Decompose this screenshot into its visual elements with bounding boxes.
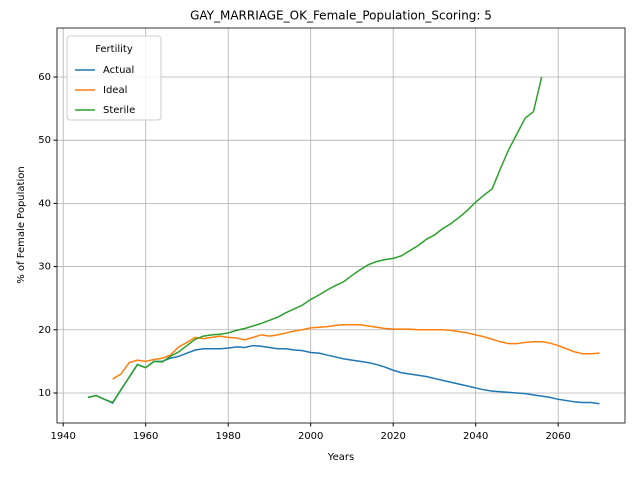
axes-frame xyxy=(56,27,626,424)
x-tick-label: 2000 xyxy=(298,431,323,442)
y-axis-label: % of Female Population xyxy=(16,166,27,283)
chart-title: GAY_MARRIAGE_OK_Female_Population_Scorin… xyxy=(190,9,492,23)
line-series xyxy=(112,323,600,380)
legend-title: Fertility xyxy=(95,44,133,55)
legend-box xyxy=(66,35,162,121)
x-tick-label: 2060 xyxy=(545,431,570,442)
x-tick-label: 1940 xyxy=(50,431,75,442)
legend-label: Ideal xyxy=(103,85,127,96)
line-series xyxy=(87,344,600,405)
y-tick-label: 30 xyxy=(38,262,51,273)
y-tick-label: 10 xyxy=(38,388,51,399)
x-tick-label: 2020 xyxy=(380,431,405,442)
x-tick-label: 1960 xyxy=(133,431,158,442)
y-tick-label: 20 xyxy=(38,325,51,336)
legend-label: Actual xyxy=(103,65,134,76)
y-tick-label: 60 xyxy=(38,72,51,83)
y-tick-label: 50 xyxy=(38,135,51,146)
legend-label: Sterile xyxy=(103,105,135,116)
x-axis-label: Years xyxy=(327,452,354,463)
x-tick-label: 2040 xyxy=(463,431,488,442)
x-tick-label: 1980 xyxy=(215,431,240,442)
line-series xyxy=(87,76,543,404)
y-tick-label: 40 xyxy=(38,198,51,209)
